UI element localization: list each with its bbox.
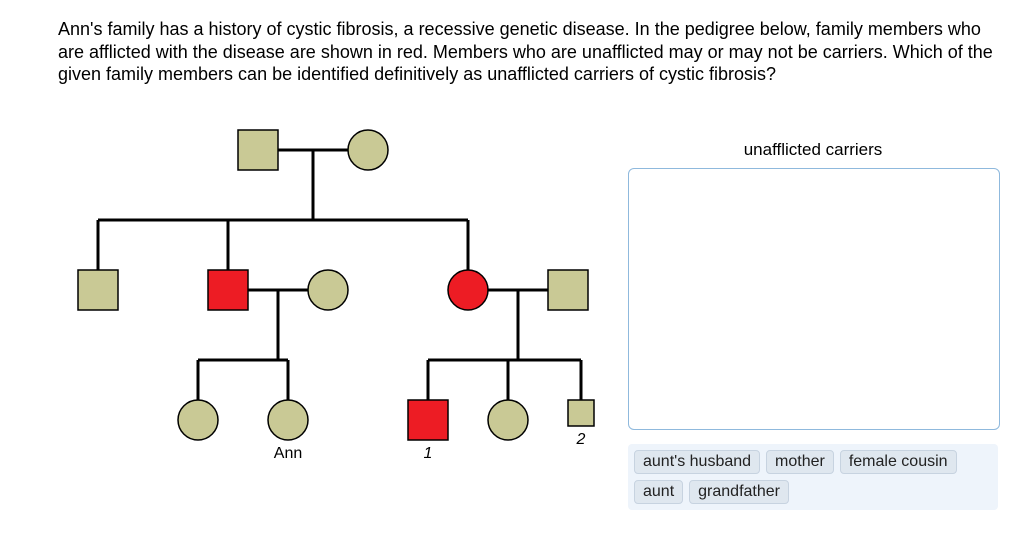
question-text: Ann's family has a history of cystic fib… bbox=[58, 18, 994, 86]
pedigree-diagram: Ann 1 2 bbox=[58, 100, 618, 485]
option-chip[interactable]: female cousin bbox=[840, 450, 957, 474]
svg-text:Ann: Ann bbox=[274, 445, 302, 462]
drop-target[interactable] bbox=[628, 168, 1000, 430]
svg-text:1: 1 bbox=[424, 445, 433, 462]
svg-text:2: 2 bbox=[576, 431, 586, 448]
option-chip[interactable]: mother bbox=[766, 450, 834, 474]
option-chip[interactable]: grandfather bbox=[689, 480, 789, 504]
option-chip[interactable]: aunt bbox=[634, 480, 683, 504]
answer-panel: unafflicted carriers aunt's husbandmothe… bbox=[628, 140, 998, 510]
answer-title: unafflicted carriers bbox=[628, 140, 998, 160]
option-chip[interactable]: aunt's husband bbox=[634, 450, 760, 474]
options-tray: aunt's husbandmotherfemale cousin auntgra… bbox=[628, 444, 998, 510]
